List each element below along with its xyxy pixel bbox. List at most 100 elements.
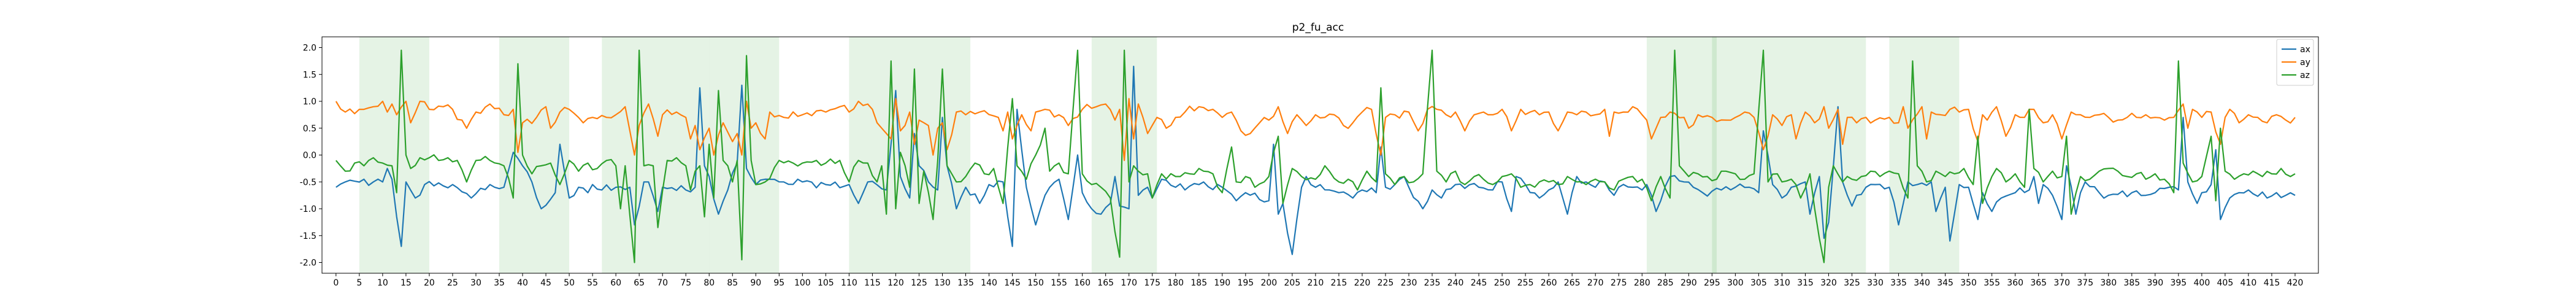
x-tick-label: 150: [1027, 278, 1044, 288]
y-tick-label: -1.0: [300, 204, 316, 214]
x-tick-label: 145: [1004, 278, 1021, 288]
x-tick-label: 250: [1494, 278, 1511, 288]
highlight-region: [756, 37, 780, 273]
x-tick-label: 335: [1890, 278, 1907, 288]
x-tick-label: 385: [2123, 278, 2140, 288]
x-tick-label: 415: [2264, 278, 2280, 288]
x-tick-label: 105: [818, 278, 834, 288]
series-line-ay: [335, 98, 2296, 161]
legend: ax ay az: [2276, 39, 2314, 86]
x-tick-label: 235: [1424, 278, 1441, 288]
x-tick-label: 90: [750, 278, 761, 288]
x-tick-label: 275: [1611, 278, 1627, 288]
x-tick-label: 315: [1797, 278, 1814, 288]
x-tick-label: 175: [1144, 278, 1160, 288]
x-tick-label: 190: [1214, 278, 1230, 288]
x-tick-label: 75: [680, 278, 691, 288]
x-tick-label: 5: [356, 278, 362, 288]
x-tick-label: 40: [517, 278, 528, 288]
legend-label-az: az: [2300, 71, 2310, 80]
x-tick-label: 170: [1121, 278, 1137, 288]
x-tick-label: 320: [1820, 278, 1837, 288]
x-tick-label: 200: [1260, 278, 1277, 288]
x-tick-label: 125: [911, 278, 927, 288]
x-tick-label: 270: [1587, 278, 1604, 288]
x-tick-label: 245: [1471, 278, 1487, 288]
y-axis-ticks: -2.0 -1.5 -1.0 -0.5 0.0 0.5 1.0 1.5 2.0: [300, 44, 322, 268]
x-tick-label: 290: [1681, 278, 1697, 288]
x-tick-label: 65: [634, 278, 645, 288]
x-tick-label: 265: [1564, 278, 1581, 288]
x-tick-label: 420: [2287, 278, 2304, 288]
x-tick-label: 10: [377, 278, 388, 288]
x-tick-label: 365: [2030, 278, 2047, 288]
x-tick-label: 225: [1378, 278, 1394, 288]
x-tick-label: 205: [1284, 278, 1301, 288]
highlight-region: [1693, 37, 1717, 273]
x-tick-label: 30: [470, 278, 481, 288]
x-tick-label: 60: [610, 278, 621, 288]
x-tick-label: 210: [1308, 278, 1324, 288]
x-tick-label: 280: [1634, 278, 1650, 288]
x-tick-label: 345: [1937, 278, 1953, 288]
highlight-region: [672, 37, 710, 273]
x-tick-label: 45: [540, 278, 551, 288]
legend-label-ay: ay: [2300, 58, 2310, 68]
x-tick-label: 215: [1331, 278, 1347, 288]
highlight-region: [602, 37, 649, 273]
highlight-region: [1646, 37, 1693, 273]
x-axis-ticks: 0 5 10 15 20 25 30 35 40 45 50 55 60 65 70 75 80 85 90 95 10…: [333, 273, 2303, 288]
x-tick-label: 50: [564, 278, 575, 288]
x-tick-label: 360: [2007, 278, 2023, 288]
x-tick-label: 230: [1401, 278, 1417, 288]
highlight-region: [1773, 37, 1801, 273]
x-tick-label: 15: [401, 278, 412, 288]
y-tick-label: -2.0: [300, 258, 316, 268]
x-tick-label: 390: [2147, 278, 2163, 288]
x-tick-label: 330: [1867, 278, 1884, 288]
x-tick-label: 85: [727, 278, 738, 288]
x-tick-label: 310: [1774, 278, 1790, 288]
x-tick-label: 405: [2217, 278, 2234, 288]
x-tick-label: 220: [1354, 278, 1371, 288]
x-tick-label: 155: [1051, 278, 1067, 288]
x-tick-label: 130: [934, 278, 951, 288]
x-tick-label: 180: [1167, 278, 1184, 288]
x-tick-label: 340: [1914, 278, 1930, 288]
x-tick-label: 285: [1657, 278, 1674, 288]
y-tick-label: 0.5: [303, 124, 316, 134]
x-tick-label: 115: [864, 278, 881, 288]
x-tick-label: 410: [2241, 278, 2257, 288]
x-tick-label: 160: [1074, 278, 1091, 288]
x-tick-label: 195: [1237, 278, 1254, 288]
y-tick-label: 1.0: [303, 97, 316, 107]
highlight-region: [1712, 37, 1773, 273]
x-tick-label: 255: [1517, 278, 1534, 288]
series-lines: [335, 49, 2296, 263]
x-tick-label: 35: [494, 278, 505, 288]
series-line-az: [335, 49, 2296, 263]
x-tick-label: 135: [957, 278, 974, 288]
x-tick-label: 55: [587, 278, 598, 288]
x-tick-label: 295: [1704, 278, 1720, 288]
x-tick-label: 25: [447, 278, 458, 288]
x-tick-label: 80: [703, 278, 715, 288]
highlight-region: [1936, 37, 1960, 273]
highlight-region: [546, 37, 570, 273]
x-tick-label: 110: [841, 278, 857, 288]
highlight-region: [914, 37, 924, 273]
x-tick-label: 350: [1960, 278, 1977, 288]
x-tick-label: 185: [1190, 278, 1207, 288]
x-tick-label: 165: [1097, 278, 1114, 288]
highlight-region: [1138, 37, 1157, 273]
x-tick-label: 20: [424, 278, 435, 288]
x-tick-label: 370: [2053, 278, 2070, 288]
x-tick-label: 400: [2194, 278, 2210, 288]
x-tick-label: 120: [887, 278, 904, 288]
x-tick-label: 95: [773, 278, 784, 288]
y-tick-label: -1.5: [300, 231, 316, 241]
highlight-region: [405, 37, 429, 273]
x-tick-label: 240: [1447, 278, 1464, 288]
